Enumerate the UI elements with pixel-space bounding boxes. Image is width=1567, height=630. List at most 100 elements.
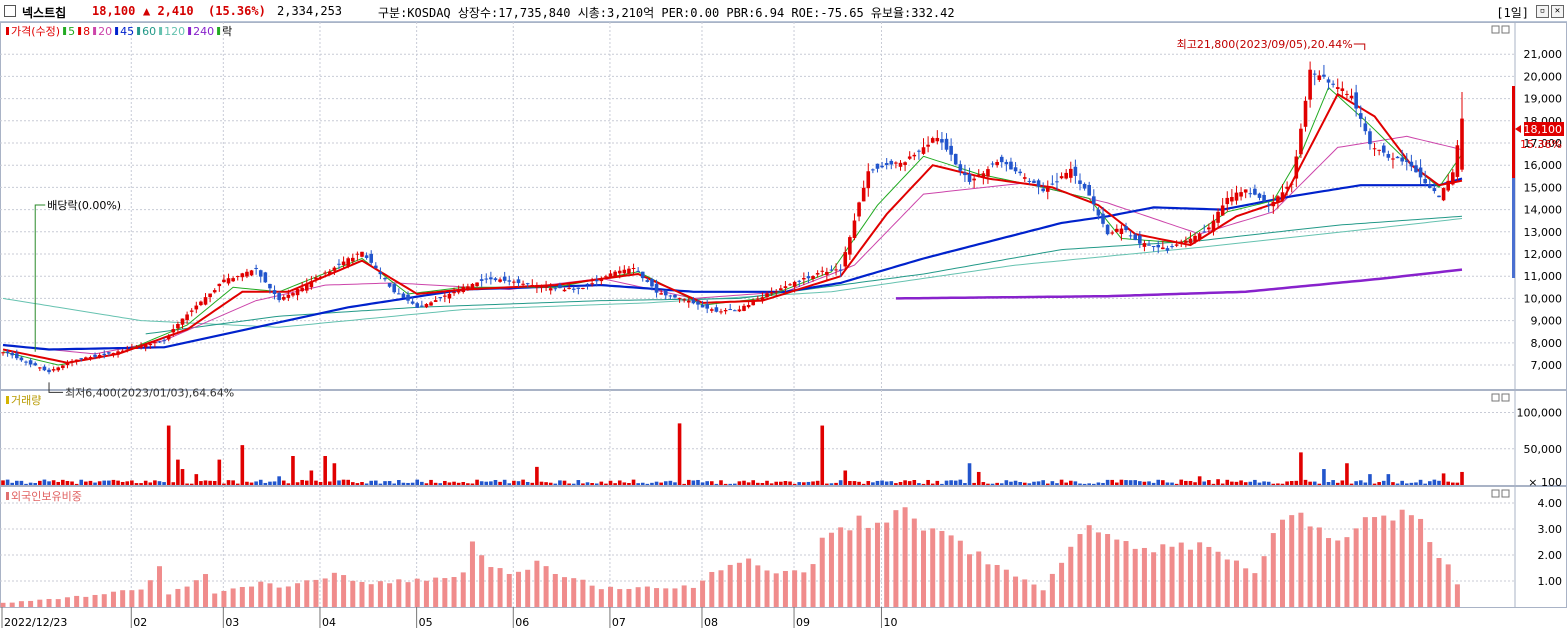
price-tick-label: 13,000 xyxy=(1524,226,1563,239)
foreign-ratio-bar xyxy=(451,577,457,607)
foreign-ratio-bar xyxy=(1307,526,1313,607)
foreign-ratio-bar xyxy=(1031,584,1037,607)
restore-icon[interactable]: ▫ xyxy=(1536,5,1549,18)
volume-bar xyxy=(139,483,143,485)
candle-body xyxy=(728,309,732,311)
foreign-ratio-bar xyxy=(902,507,908,607)
volume-bar xyxy=(590,483,594,485)
stock-name[interactable]: 넥스트칩 xyxy=(22,6,67,20)
volume-bar xyxy=(443,480,447,485)
volume-bar xyxy=(1045,483,1050,485)
foreign-ratio-bar xyxy=(1233,560,1239,607)
foreign-ratio-bar xyxy=(1399,509,1405,607)
volume-bar xyxy=(1395,483,1400,485)
candle-body xyxy=(1041,188,1045,192)
candle-body xyxy=(332,267,337,271)
candle-body xyxy=(84,357,88,360)
volume-bar xyxy=(880,480,884,485)
volume-bar xyxy=(912,480,917,485)
date-tick-label: 08 xyxy=(704,616,718,629)
volume-bar xyxy=(1082,483,1087,485)
candle-body xyxy=(737,309,742,312)
candle-body xyxy=(125,349,130,351)
volume-bar xyxy=(1032,481,1036,485)
candle-body xyxy=(709,309,714,311)
candle-body xyxy=(300,287,304,292)
foreign-ratio-bar xyxy=(810,564,816,607)
volume-bar xyxy=(304,480,309,485)
candle-body xyxy=(861,187,866,202)
candle-body xyxy=(645,280,650,282)
volume-bar xyxy=(802,482,806,485)
candle-body xyxy=(438,297,443,299)
candle-body xyxy=(502,276,507,281)
candle-body xyxy=(433,300,438,302)
foreign-ratio-bar xyxy=(773,573,779,607)
volume-bar xyxy=(1441,473,1446,485)
foreign-ratio-bar xyxy=(1178,542,1184,607)
volume-bar xyxy=(1193,482,1197,485)
foreign-ratio-bar xyxy=(957,540,963,607)
foreign-ratio-bar xyxy=(617,589,623,607)
foreign-ratio-bar xyxy=(295,583,301,607)
volume-bar xyxy=(1317,483,1322,485)
foreign-ratio-bar xyxy=(1454,584,1460,607)
candle-body xyxy=(751,301,756,306)
dividend-marker xyxy=(34,204,46,352)
volume-bar xyxy=(949,480,953,485)
candle-body xyxy=(1110,232,1115,234)
candle-body xyxy=(760,297,765,301)
volume-bar xyxy=(1105,479,1110,485)
foreign-ratio-bar xyxy=(497,568,503,607)
select-checkbox[interactable] xyxy=(4,5,16,17)
volume-bar xyxy=(645,483,650,485)
foreign-ratio-bar xyxy=(433,577,439,607)
period-selector[interactable]: [1일] xyxy=(1496,6,1529,20)
price-tick-label: 11,000 xyxy=(1524,270,1563,283)
volume-bar xyxy=(884,481,889,485)
volume-bar xyxy=(1013,480,1018,485)
candle-body xyxy=(779,288,783,291)
legend-swatch xyxy=(78,27,82,35)
date-tick-label: 04 xyxy=(322,616,336,629)
candle-body xyxy=(369,253,374,263)
volume-bar xyxy=(1266,481,1271,485)
close-icon[interactable]: ✕ xyxy=(1551,5,1564,18)
foreign-ratio-bar xyxy=(46,598,52,607)
foreign-ratio-bar xyxy=(1022,579,1028,607)
date-tick-label: 06 xyxy=(515,616,529,629)
candle-body xyxy=(894,162,898,164)
volume-bar xyxy=(1349,483,1354,485)
volume-bar xyxy=(369,480,374,485)
candle-body xyxy=(530,284,535,286)
volume-bar xyxy=(1335,482,1340,485)
candle-body xyxy=(258,270,263,277)
foreign-ratio-bar xyxy=(1316,527,1322,607)
candle-body xyxy=(1142,243,1147,247)
foreign-ratio-bar xyxy=(1013,576,1019,607)
volume-bar xyxy=(709,481,714,485)
candle-body xyxy=(553,288,558,290)
candle-body xyxy=(1133,234,1138,241)
volume-bar xyxy=(1423,483,1427,485)
stock-header-bar: 넥스트칩 18,100 ▲ 2,410 (15.36%) 2,334,253 구… xyxy=(0,0,1567,22)
volume-bar xyxy=(815,480,820,485)
foreign-ratio-bar xyxy=(267,583,273,607)
foreign-ratio-bar xyxy=(746,558,752,607)
volume-bar xyxy=(548,482,553,485)
volume-bar xyxy=(1078,483,1082,485)
volume-bar xyxy=(212,480,217,485)
candle-body xyxy=(240,273,245,278)
panel-close-icon xyxy=(1501,393,1510,402)
volume-bar xyxy=(838,480,843,485)
volume-bar xyxy=(894,483,898,485)
foreign-ratio-bar xyxy=(147,580,153,607)
volume-bar xyxy=(1188,480,1193,485)
volume-bar xyxy=(871,482,875,485)
volume-bar xyxy=(28,482,33,485)
foreign-tick-label: 3.00 xyxy=(1538,523,1563,536)
volume-bar xyxy=(999,483,1004,485)
candle-body xyxy=(1068,168,1073,178)
candle-body xyxy=(374,265,378,269)
foreign-tick-label: 4.00 xyxy=(1538,497,1563,510)
